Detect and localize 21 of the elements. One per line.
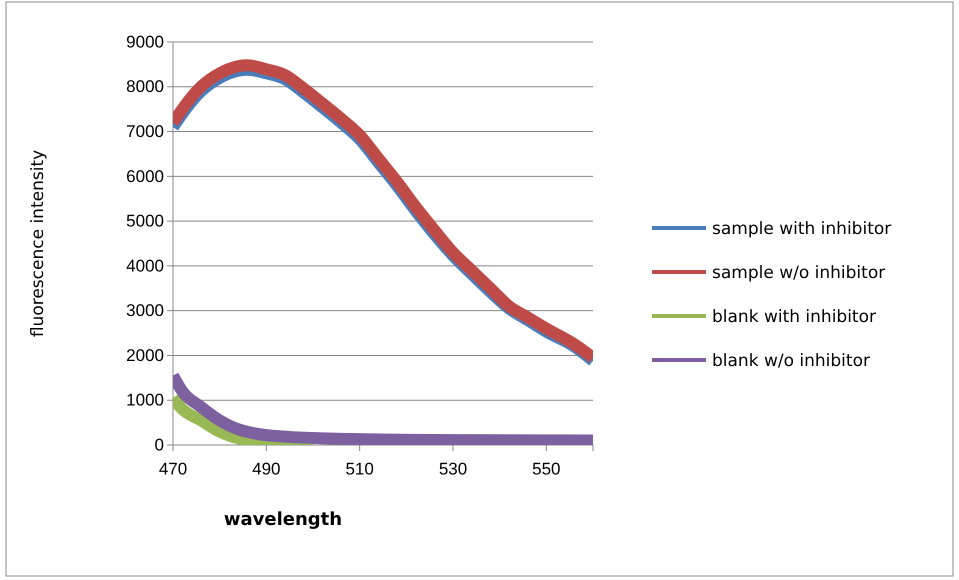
y-tick-label: 7000: [126, 122, 164, 141]
y-tick-label: 6000: [126, 166, 164, 186]
x-tick-label: 510: [345, 459, 374, 478]
y-tick-label: 8000: [126, 77, 164, 96]
y-tick-label: 5000: [126, 212, 164, 231]
x-tick-label: 530: [438, 459, 468, 478]
y-axis-title: fluorescence intensity: [28, 150, 48, 338]
y-tick-label: 4000: [126, 256, 164, 276]
legend-label: blank with inhibitor: [712, 307, 876, 327]
x-tick-label: 550: [532, 459, 561, 478]
legend-label: sample with inhibitor: [712, 219, 892, 239]
legend-label: sample w/o inhibitor: [712, 263, 886, 283]
y-tick-label: 2000: [126, 346, 164, 365]
y-tick-label: 0: [154, 435, 164, 454]
y-tick-label: 9000: [126, 32, 164, 52]
x-axis-title: wavelength: [224, 509, 342, 530]
y-tick-label: 3000: [126, 301, 164, 320]
x-tick-label: 490: [252, 459, 281, 478]
y-tick-label: 1000: [126, 390, 164, 410]
legend-label: blank w/o inhibitor: [712, 351, 870, 371]
x-tick-label: 470: [158, 459, 188, 478]
